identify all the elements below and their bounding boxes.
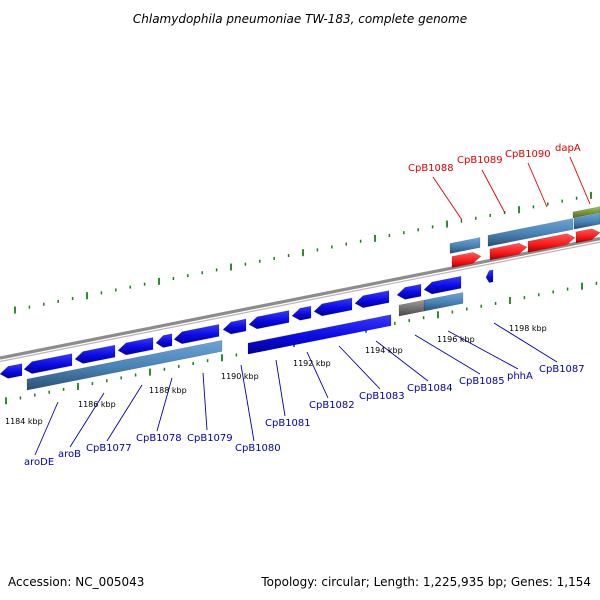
- highlight-gene-4: [575, 228, 600, 244]
- forward-gene-arrow-5: [173, 324, 220, 345]
- rna-gene: [572, 206, 600, 219]
- leader-phha: [447, 330, 519, 370]
- gene-label-cpb1084[interactable]: CpB1084: [407, 383, 453, 394]
- reverse-gene-upper-2: [487, 218, 574, 247]
- position-label-1192: 1192 kbp: [293, 359, 331, 368]
- gene-label-cpb1079[interactable]: CpB1079: [187, 433, 233, 444]
- gene-label-cpb1089[interactable]: CpB1089: [457, 155, 503, 166]
- gene-label-cpb1077[interactable]: CpB1077: [86, 443, 132, 454]
- position-label-1188: 1188 kbp: [149, 386, 187, 395]
- leader-arode: [34, 401, 59, 456]
- reverse-gene-row-lower: [26, 340, 223, 391]
- forward-gene-arrow-9: [313, 297, 353, 317]
- leader-cpb1077: [106, 384, 143, 442]
- forward-gene-arrow-1: [23, 353, 73, 374]
- map-title: Chlamydophila pneumoniae TW-183, complet…: [133, 12, 467, 26]
- position-label-1184: 1184 kbp: [5, 417, 43, 426]
- gene-label-cpb1082[interactable]: CpB1082: [309, 400, 355, 411]
- leader-cpb1089: [481, 169, 506, 214]
- leader-cpb1090: [527, 162, 548, 208]
- gene-label-arode[interactable]: aroDE: [24, 457, 54, 468]
- forward-gene-arrow-0: [0, 363, 23, 379]
- reverse-gene-upper-1: [449, 237, 481, 254]
- gene-label-cpb1088[interactable]: CpB1088: [408, 163, 454, 174]
- reverse-gene-row-right: [423, 292, 464, 312]
- position-label-1196: 1196 kbp: [437, 335, 475, 344]
- leader-cpb1088: [432, 176, 463, 221]
- gene-label-cpb1083[interactable]: CpB1083: [359, 391, 405, 402]
- highlight-gene-1: [451, 252, 482, 268]
- highlight-gene-3: [527, 233, 576, 253]
- forward-gene-arrow-13: [485, 269, 494, 283]
- position-label-1190: 1190 kbp: [221, 372, 259, 381]
- label-leaders: [34, 156, 591, 456]
- position-label-1194: 1194 kbp: [365, 346, 403, 355]
- gene-features: [0, 206, 600, 391]
- forward-gene-arrow-7: [248, 310, 290, 330]
- leader-cpb1087: [493, 322, 558, 363]
- leader-cpb1083: [338, 345, 381, 390]
- gene-label-arob[interactable]: aroB: [58, 449, 81, 460]
- leader-arob: [69, 392, 105, 448]
- forward-gene-arrow-8: [291, 305, 312, 321]
- forward-gene-arrow-12: [423, 275, 462, 295]
- forward-gene-arrow-11: [396, 283, 422, 300]
- position-label-1186: 1186 kbp: [78, 400, 116, 409]
- position-label-1198: 1198 kbp: [509, 324, 547, 333]
- gene-label-phha[interactable]: phhA: [507, 371, 533, 382]
- forward-gene-arrow-10: [354, 290, 390, 309]
- gene-label-cpb1087[interactable]: CpB1087: [539, 364, 585, 375]
- gene-label-cpb1081[interactable]: CpB1081: [265, 418, 311, 429]
- leader-cpb1084: [375, 340, 429, 382]
- genome-summary-text: Topology: circular; Length: 1,225,935 bp…: [260, 575, 591, 589]
- forward-gene-arrow-4: [155, 333, 173, 348]
- gene-label-cpb1085[interactable]: CpB1085: [459, 376, 505, 387]
- reverse-gene-upper-3: [573, 212, 600, 230]
- leader-cpb1081: [275, 359, 286, 417]
- leader-dapa: [569, 156, 591, 205]
- accession-text: Accession: NC_005043: [8, 575, 144, 589]
- forward-gene-arrow-2: [74, 344, 116, 364]
- forward-gene-arrow-6: [222, 318, 247, 335]
- gene-label-dapa[interactable]: dapA: [555, 143, 581, 154]
- highlight-gene-2: [489, 242, 528, 261]
- pseudo-gene: [398, 299, 425, 317]
- leader-cpb1085: [414, 334, 481, 375]
- leader-cpb1078: [156, 377, 173, 432]
- gene-label-cpb1078[interactable]: CpB1078: [136, 433, 182, 444]
- leader-cpb1079: [202, 372, 208, 431]
- forward-gene-block: [247, 314, 392, 355]
- gene-label-cpb1090[interactable]: CpB1090: [505, 149, 551, 160]
- leader-cpb1082: [306, 351, 329, 399]
- backbone: [0, 237, 600, 363]
- leader-cpb1080: [240, 364, 255, 442]
- gene-label-cpb1080[interactable]: CpB1080: [235, 443, 281, 454]
- backbone-line-top: [0, 237, 600, 360]
- backbone-line-bottom: [0, 241, 600, 363]
- forward-gene-arrow-3: [117, 337, 154, 356]
